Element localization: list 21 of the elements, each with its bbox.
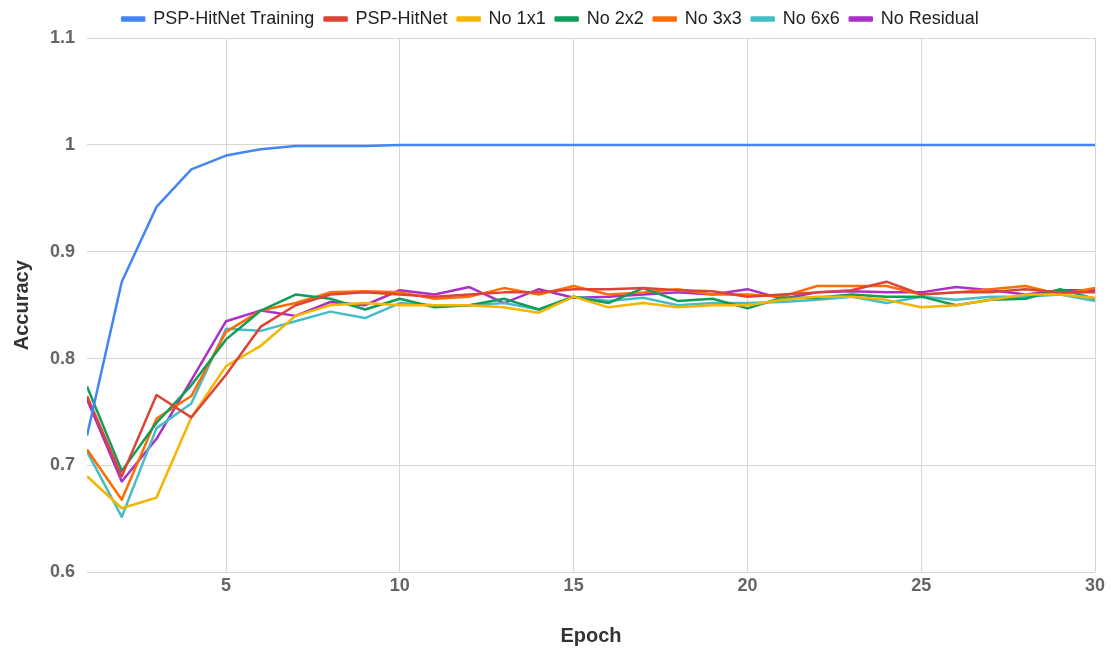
x-tick-label: 30 [1084,575,1106,596]
x-tick-label: 20 [737,575,758,596]
legend-label: No 6x6 [782,7,840,28]
x-tick-label: 25 [911,575,932,596]
y-axis-title: Accuracy [9,259,32,351]
legend-label: PSP-HitNet Training [153,7,315,28]
y-tick-label: 0.9 [49,240,76,261]
legend-label: PSP-HitNet [355,7,448,28]
legend-label: No 2x2 [586,7,644,28]
y-tick-label: 0.8 [49,347,76,368]
y-tick-label: 0.6 [49,561,76,582]
y-tick-label: 1 [65,133,76,154]
x-tick-label: 10 [389,575,410,596]
legend-label: No 3x3 [684,7,742,28]
legend-label: No 1x1 [488,7,546,28]
x-axis-title: Epoch [560,623,622,646]
y-tick-label: 0.7 [49,454,76,475]
x-tick-label: 15 [563,575,584,596]
x-tick-label: 5 [221,575,232,596]
legend-label: No Residual [880,7,979,28]
y-tick-label: 1.1 [49,26,76,47]
